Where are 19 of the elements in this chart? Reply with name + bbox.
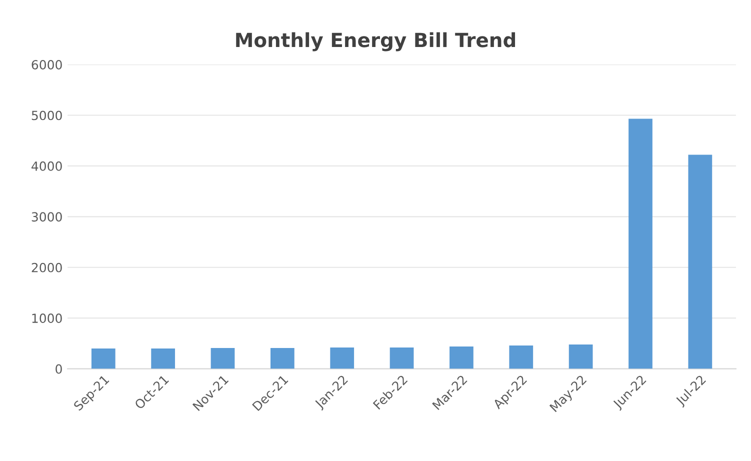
bar: [450, 346, 474, 369]
y-tick-label: 4000: [32, 161, 62, 171]
y-tick-label: 5000: [32, 110, 62, 120]
y-tick-label: 1000: [32, 314, 62, 324]
chart-title: Monthly Energy Bill Trend: [236, 32, 516, 52]
bar: [330, 348, 354, 369]
bar: [628, 118, 652, 369]
bar: [688, 154, 712, 369]
y-tick-label: 3000: [32, 212, 62, 222]
bar: [210, 348, 235, 369]
bar: [509, 345, 534, 369]
bar: [270, 348, 294, 369]
bar: [91, 348, 116, 369]
bar: [390, 348, 414, 369]
bar: [568, 344, 593, 369]
y-tick-label: 6000: [32, 60, 62, 70]
y-tick-label: 2000: [32, 262, 62, 272]
bar: [151, 348, 176, 369]
y-tick-label: 0: [56, 364, 62, 374]
